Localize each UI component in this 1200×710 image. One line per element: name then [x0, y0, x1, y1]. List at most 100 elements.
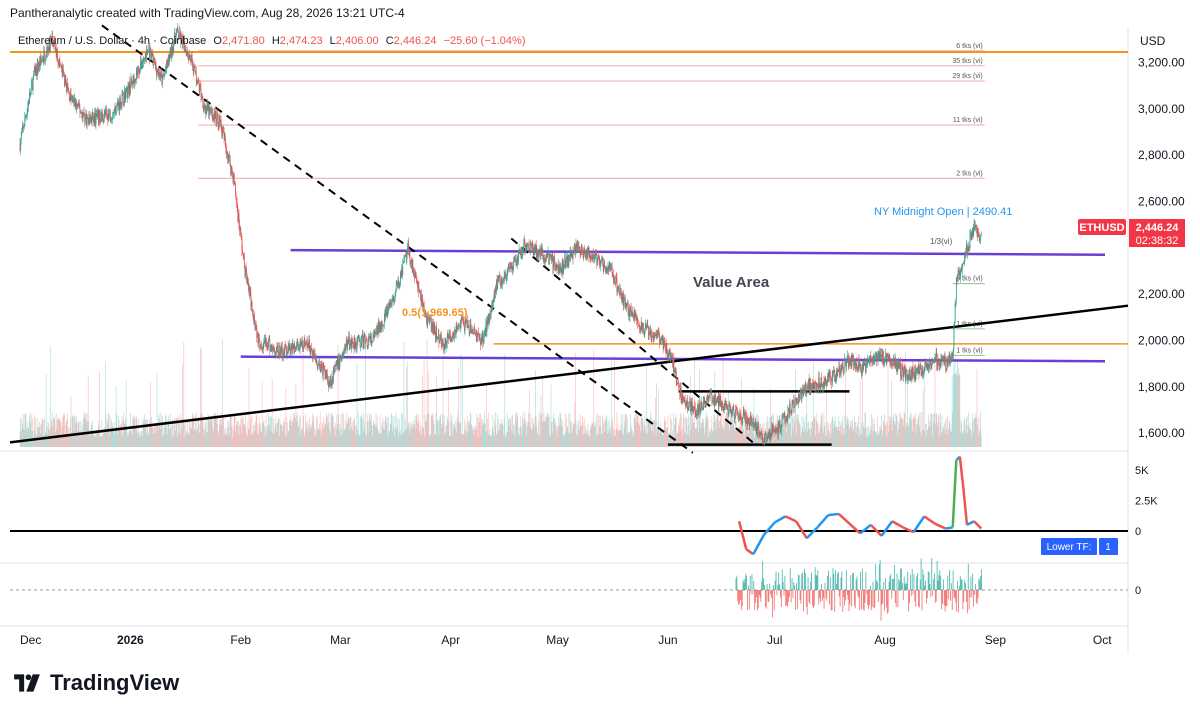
candle-body [95, 112, 96, 125]
volume-bar [448, 379, 449, 447]
candle-body [547, 253, 548, 257]
volume-bar [481, 418, 483, 447]
panel-tick-label: 5K [1135, 465, 1149, 477]
volume-bar [646, 433, 648, 447]
candle-body [831, 375, 833, 384]
candle-body [67, 87, 69, 90]
candle-body [410, 259, 412, 264]
lower-tf-line-segment [737, 520, 748, 550]
volume-bar [707, 436, 709, 447]
volume-bar [306, 422, 307, 447]
candle-body [210, 109, 211, 111]
volume-bar [236, 426, 238, 447]
volume-bar [54, 415, 56, 447]
delta-bar [756, 590, 757, 598]
volume-bar [855, 421, 856, 447]
candle-body [959, 274, 961, 278]
volume-bar [220, 412, 222, 447]
candle-body [78, 102, 80, 105]
volume-bar [807, 431, 808, 447]
volume-bar [226, 435, 228, 447]
candle-body [974, 226, 976, 231]
candle-body [923, 371, 925, 374]
volume-bar [761, 434, 763, 447]
candle-body [273, 346, 275, 348]
candle-body [506, 279, 508, 281]
volume-bar [33, 414, 35, 447]
candle-body [754, 422, 756, 427]
volume-bar [599, 426, 601, 447]
candle-body [109, 110, 111, 114]
candle-body [513, 260, 515, 268]
volume-bar [883, 421, 885, 447]
volume-bar [709, 431, 710, 447]
candle-body [874, 358, 875, 361]
candle-body [143, 57, 144, 63]
volume-bar [191, 428, 192, 447]
panel-tick-label: 0 [1135, 526, 1141, 538]
volume-bar [834, 416, 836, 447]
candle-body [932, 362, 934, 363]
candle-body [755, 422, 757, 429]
candle-body [250, 291, 252, 307]
volume-bar [915, 433, 917, 447]
candle-body [830, 378, 832, 380]
candle-body [389, 302, 391, 307]
candle-body [405, 256, 407, 260]
volume-bar [211, 415, 212, 447]
delta-bar [739, 590, 740, 604]
volume-bar [115, 386, 117, 447]
candle-body [320, 366, 322, 372]
volume-bar [241, 432, 243, 447]
volume-bar [610, 426, 611, 447]
candle-body [801, 392, 803, 399]
candle-body [36, 67, 38, 75]
candle-body [445, 341, 447, 348]
volume-bar [303, 416, 304, 447]
candle-body [330, 378, 332, 387]
volume-bar [259, 423, 261, 447]
candle-body [246, 278, 248, 283]
lower-tf-line-segment [962, 488, 969, 526]
candle-body [152, 53, 154, 64]
candle-body [411, 259, 413, 269]
volume-bar [462, 433, 464, 447]
candle-body [129, 81, 131, 94]
volume-bar [363, 413, 364, 447]
candle-body [345, 345, 347, 348]
candle-body [836, 370, 837, 381]
volume-bar [521, 426, 522, 447]
volume-bar [340, 435, 341, 447]
volume-bar [470, 414, 472, 447]
delta-bar [776, 590, 778, 596]
volume-bar [664, 421, 666, 447]
volume-bar [949, 418, 951, 447]
delta-bar [749, 575, 751, 590]
candle-body [458, 325, 460, 329]
volume-bar [961, 434, 963, 447]
delta-bar [770, 590, 772, 595]
candle-body [541, 246, 543, 252]
candle-body [45, 54, 47, 59]
volume-bar [30, 422, 32, 447]
candle-body [710, 390, 712, 394]
candle-body [217, 112, 219, 117]
volume-bar [523, 424, 525, 447]
candle-body [268, 339, 270, 341]
volume-bar [955, 372, 957, 447]
candle-body [678, 386, 680, 388]
candle-body [457, 328, 459, 330]
volume-bar [789, 422, 790, 447]
candle-body [108, 113, 110, 115]
volume-bar [186, 421, 188, 447]
volume-bar [150, 382, 151, 447]
volume-bar [799, 423, 800, 447]
volume-bar [411, 428, 413, 447]
volume-bar [249, 419, 251, 447]
volume-bar [426, 339, 428, 447]
volume-bar [970, 431, 972, 447]
candle-body [259, 339, 261, 348]
candle-body [704, 401, 706, 404]
candle-body [51, 39, 52, 41]
